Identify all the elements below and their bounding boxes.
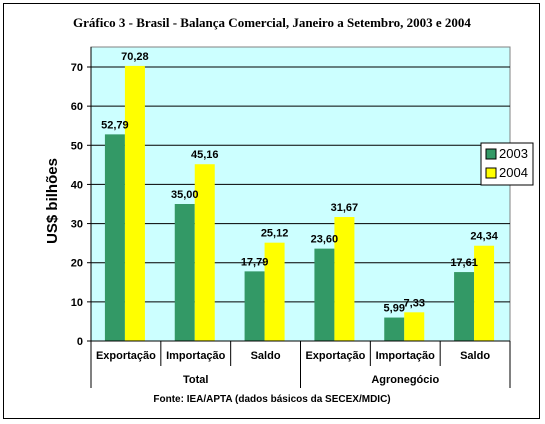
y-tick-label: 50 [71,140,83,152]
gridlines [91,66,510,303]
legend-label-2003: 2003 [499,146,528,161]
bar-2003 [244,271,265,341]
source-note: Fonte: IEA/APTA (dados básicos da SECEX/… [153,394,390,405]
group-label: Agronegócio [371,374,439,386]
bars [104,65,495,342]
bar-2003 [174,204,195,341]
data-label-2004: 24,34 [470,231,498,243]
group-label: Total [183,374,208,386]
y-tick-label: 30 [71,219,83,231]
data-label-2004: 31,67 [331,202,359,214]
data-label-2003: 35,00 [171,189,199,201]
plot-area [90,46,511,342]
x-tick-label: Saldo [251,350,281,362]
chart-frame: Gráfico 3 - Brasil - Balança Comercial, … [3,3,540,419]
x-tick-label: Exportação [96,350,156,362]
legend-label-2004: 2004 [499,165,528,180]
data-label-2003: 52,79 [101,119,129,131]
bar-2004 [474,245,495,341]
data-label-2003: 5,99 [384,303,405,315]
x-tick-labels: Exportação Importação Saldo Exportação Impor… [96,350,490,362]
legend-swatch-2003 [485,148,497,160]
bar-2004 [404,312,425,341]
x-tick-label: Exportação [305,350,365,362]
data-label-2004: 7,33 [404,297,425,309]
x-tick-label: Importação [166,350,226,362]
bar-2003 [104,134,125,341]
axes [87,47,511,388]
data-label-2004: 45,16 [191,149,219,161]
y-tick-labels: 0 10 20 30 40 50 60 70 [71,62,83,348]
legend-swatch-2004 [485,167,497,179]
x-tick-label: Saldo [460,350,490,362]
y-tick-label: 60 [71,101,83,113]
y-axis-label: US$ bilhões [44,158,61,244]
y-tick-label: 40 [71,179,83,191]
data-label-2004: 70,28 [121,51,149,63]
y-tick-label: 10 [71,297,83,309]
group-labels: Total Agronegócio [183,374,439,386]
bar-chart: Gráfico 3 - Brasil - Balança Comercial, … [44,15,534,405]
bar-2004 [124,65,145,342]
bar-2004 [194,164,215,341]
data-label-2003: 17,79 [241,256,269,268]
chart-title: Gráfico 3 - Brasil - Balança Comercial, … [73,15,471,30]
legend: 2003 2004 [480,142,534,186]
y-tick-label: 70 [71,62,83,74]
data-label-2004: 25,12 [261,228,289,240]
bar-2003 [454,272,475,341]
bar-2004 [264,242,285,341]
bar-2003 [384,317,405,341]
data-label-2003: 23,60 [311,234,339,246]
data-label-2003: 17,61 [450,257,478,269]
y-tick-label: 20 [71,258,83,270]
data-labels: 52,79 70,28 35,00 45,16 17,79 25,12 23,60 31,67… [101,51,499,315]
bar-2003 [314,248,335,341]
bar-2004 [334,217,355,341]
y-tick-label: 0 [77,336,83,348]
x-tick-label: Importação [376,350,436,362]
